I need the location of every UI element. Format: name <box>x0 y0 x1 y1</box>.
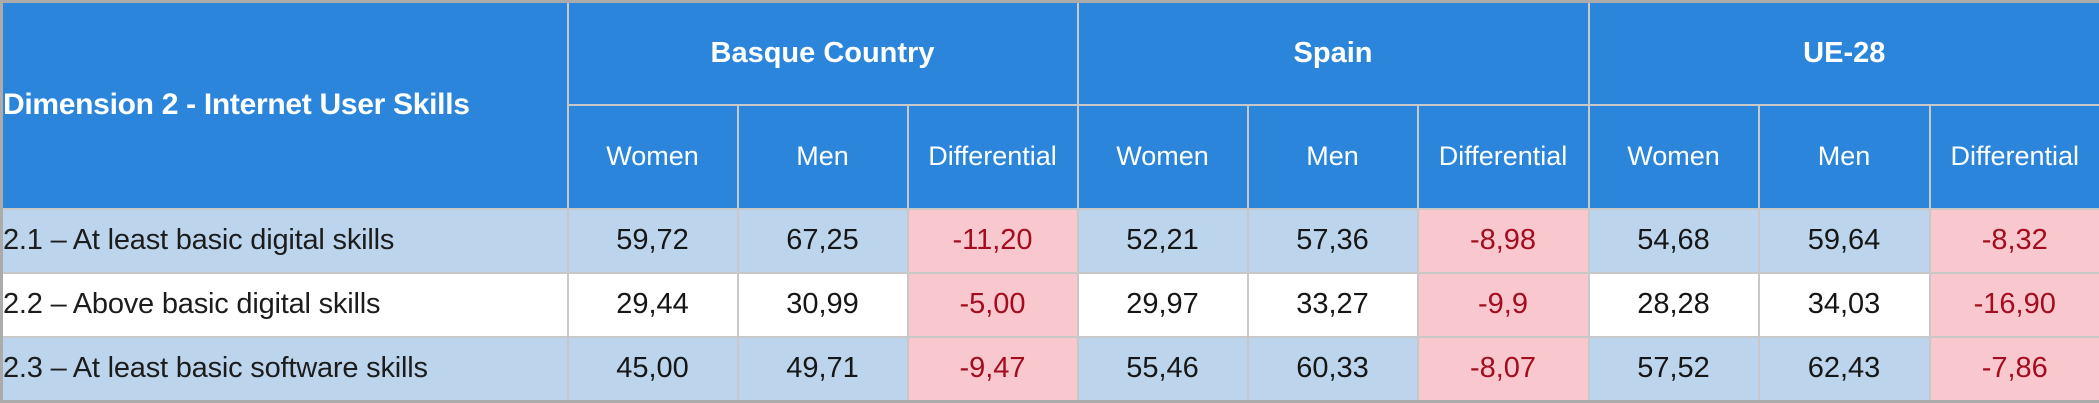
differential-cell: -8,32 <box>1930 209 2099 273</box>
differential-cell: -9,47 <box>908 337 1078 402</box>
differential-cell: -8,98 <box>1418 209 1589 273</box>
value-cell: 33,27 <box>1248 273 1418 337</box>
value-cell: 55,46 <box>1078 337 1248 402</box>
group-header-row: Dimension 2 - Internet User Skills Basqu… <box>2 2 2099 105</box>
value-cell: 49,71 <box>738 337 908 402</box>
group-header-spain: Spain <box>1078 2 1589 105</box>
value-cell: 57,36 <box>1248 209 1418 273</box>
subheader-men-ue28: Men <box>1759 105 1930 209</box>
group-header-basque-country: Basque Country <box>568 2 1078 105</box>
value-cell: 52,21 <box>1078 209 1248 273</box>
row-label: 2.2 – Above basic digital skills <box>2 273 568 337</box>
differential-cell: -5,00 <box>908 273 1078 337</box>
value-cell: 28,28 <box>1589 273 1759 337</box>
value-cell: 54,68 <box>1589 209 1759 273</box>
subheader-differential-spain: Differential <box>1418 105 1589 209</box>
group-header-ue-28: UE-28 <box>1589 2 2099 105</box>
value-cell: 59,64 <box>1759 209 1930 273</box>
value-cell: 59,72 <box>568 209 738 273</box>
row-label: 2.3 – At least basic software skills <box>2 337 568 402</box>
value-cell: 34,03 <box>1759 273 1930 337</box>
subheader-differential-basque: Differential <box>908 105 1078 209</box>
value-cell: 62,43 <box>1759 337 1930 402</box>
value-cell: 30,99 <box>738 273 908 337</box>
subheader-women-spain: Women <box>1078 105 1248 209</box>
row-label: 2.1 – At least basic digital skills <box>2 209 568 273</box>
table-row: 2.1 – At least basic digital skills 59,7… <box>2 209 2099 273</box>
table-title: Dimension 2 - Internet User Skills <box>2 2 568 209</box>
value-cell: 45,00 <box>568 337 738 402</box>
subheader-women-basque: Women <box>568 105 738 209</box>
value-cell: 60,33 <box>1248 337 1418 402</box>
subheader-differential-ue28: Differential <box>1930 105 2099 209</box>
table-row: 2.2 – Above basic digital skills 29,44 3… <box>2 273 2099 337</box>
value-cell: 57,52 <box>1589 337 1759 402</box>
differential-cell: -9,9 <box>1418 273 1589 337</box>
subheader-women-ue28: Women <box>1589 105 1759 209</box>
differential-cell: -7,86 <box>1930 337 2099 402</box>
value-cell: 29,97 <box>1078 273 1248 337</box>
differential-cell: -11,20 <box>908 209 1078 273</box>
table-row: 2.3 – At least basic software skills 45,… <box>2 337 2099 402</box>
subheader-men-basque: Men <box>738 105 908 209</box>
differential-cell: -8,07 <box>1418 337 1589 402</box>
value-cell: 67,25 <box>738 209 908 273</box>
differential-cell: -16,90 <box>1930 273 2099 337</box>
value-cell: 29,44 <box>568 273 738 337</box>
subheader-men-spain: Men <box>1248 105 1418 209</box>
